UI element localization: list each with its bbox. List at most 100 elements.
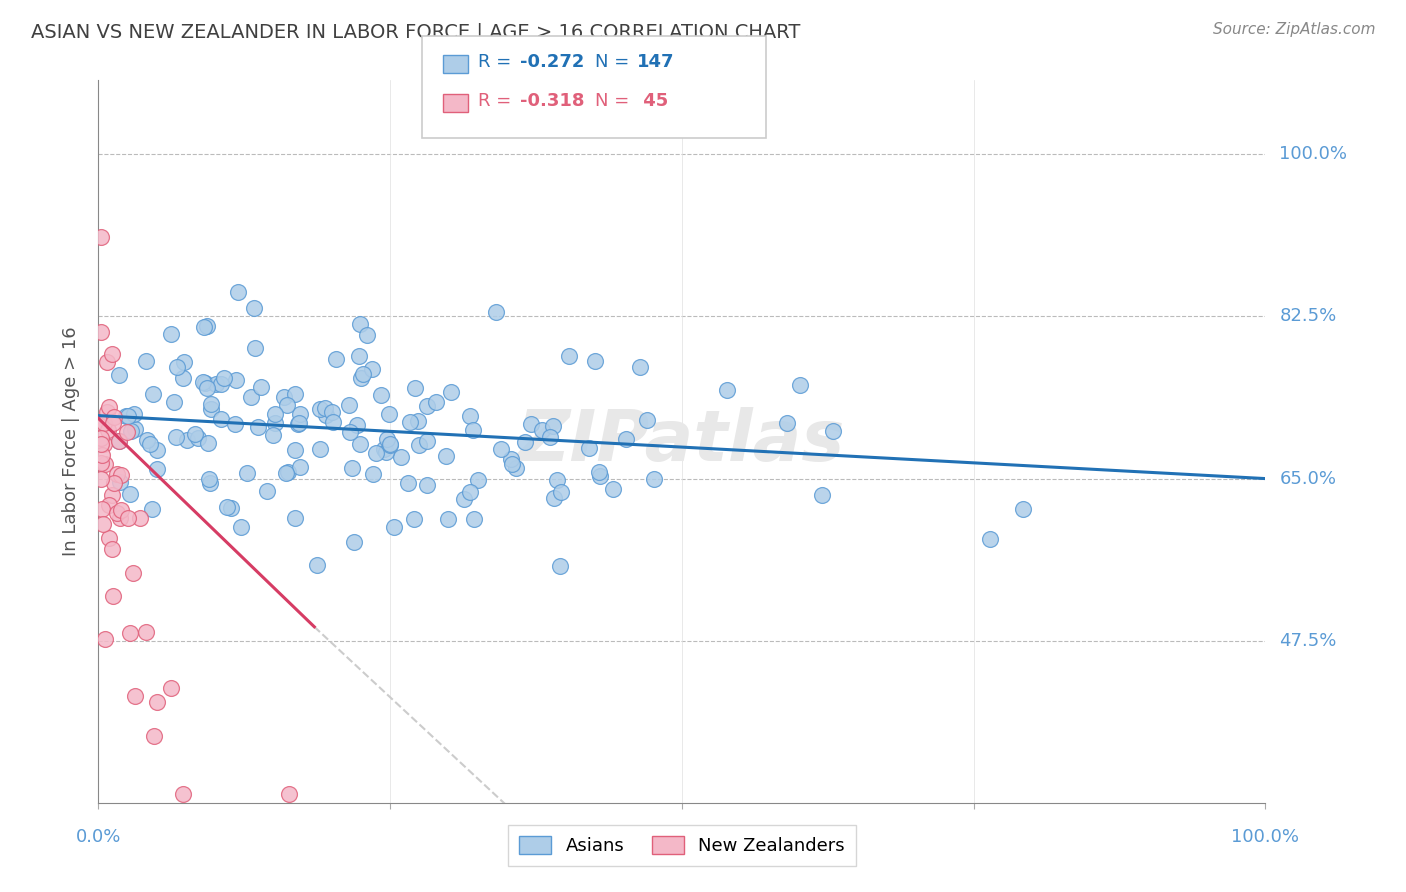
Point xyxy=(408,438,430,452)
Point xyxy=(120,626,142,640)
Point xyxy=(288,416,311,430)
Point xyxy=(90,502,112,516)
Text: 100.0%: 100.0% xyxy=(1279,145,1347,163)
Point xyxy=(91,516,114,531)
Point xyxy=(339,398,361,412)
Point xyxy=(361,467,384,481)
Text: ZIPatlas: ZIPatlas xyxy=(519,407,845,476)
Point xyxy=(408,414,430,428)
Point xyxy=(546,473,568,487)
Point xyxy=(578,442,600,456)
Point xyxy=(243,341,266,355)
Text: 100.0%: 100.0% xyxy=(1232,828,1299,846)
Point xyxy=(589,469,612,483)
Point xyxy=(378,437,401,451)
Point xyxy=(380,438,402,452)
Point xyxy=(110,468,132,483)
Text: ASIAN VS NEW ZEALANDER IN LABOR FORCE | AGE > 16 CORRELATION CHART: ASIAN VS NEW ZEALANDER IN LABOR FORCE | … xyxy=(31,22,800,42)
Point xyxy=(96,354,118,368)
Point xyxy=(90,416,112,430)
Point xyxy=(176,433,198,447)
Point xyxy=(467,473,489,487)
Point xyxy=(308,401,330,416)
Point xyxy=(187,431,209,445)
Point xyxy=(165,430,187,444)
Point xyxy=(122,566,145,580)
Point xyxy=(437,512,460,526)
Point xyxy=(315,408,337,422)
Point xyxy=(339,425,361,439)
Point xyxy=(108,475,131,490)
Point xyxy=(146,442,169,457)
Point xyxy=(124,422,146,436)
Point xyxy=(378,407,401,421)
Point xyxy=(166,359,188,374)
Point xyxy=(375,432,398,446)
Point xyxy=(515,435,537,450)
Point xyxy=(94,632,117,646)
Point xyxy=(256,483,278,498)
Point xyxy=(124,689,146,703)
Point xyxy=(243,301,266,316)
Point xyxy=(347,349,370,363)
Point xyxy=(485,305,508,319)
Point xyxy=(214,371,236,385)
Text: 65.0%: 65.0% xyxy=(1279,469,1336,488)
Point xyxy=(789,378,811,392)
Point xyxy=(264,407,287,421)
Point xyxy=(90,437,112,451)
Point xyxy=(305,558,328,572)
Point xyxy=(288,460,311,475)
Point xyxy=(398,415,420,429)
Point xyxy=(219,500,242,515)
Point xyxy=(146,461,169,475)
Point xyxy=(416,477,439,491)
Point xyxy=(90,431,112,445)
Point xyxy=(415,399,437,413)
Point xyxy=(404,512,426,526)
Text: R =: R = xyxy=(478,54,517,71)
Text: N =: N = xyxy=(595,54,634,71)
Point xyxy=(979,532,1001,546)
Point xyxy=(231,520,253,534)
Point xyxy=(117,511,139,525)
Point xyxy=(489,442,512,456)
Point xyxy=(583,354,606,368)
Point xyxy=(247,420,270,434)
Point xyxy=(716,383,738,397)
Point xyxy=(505,460,527,475)
Point xyxy=(134,353,156,368)
Point xyxy=(97,401,120,415)
Point xyxy=(284,386,307,401)
Text: N =: N = xyxy=(595,92,634,110)
Point xyxy=(262,428,284,442)
Point xyxy=(103,475,125,490)
Point xyxy=(200,401,222,416)
Point xyxy=(138,437,160,451)
Point xyxy=(463,512,485,526)
Point xyxy=(349,436,371,450)
Point xyxy=(197,436,219,450)
Point xyxy=(239,390,262,404)
Point xyxy=(108,368,131,382)
Point xyxy=(225,374,247,388)
Point xyxy=(200,476,222,491)
Point xyxy=(90,448,112,462)
Point xyxy=(776,417,799,431)
Legend: Asians, New Zealanders: Asians, New Zealanders xyxy=(508,825,856,866)
Point xyxy=(274,466,297,480)
Point xyxy=(352,367,374,381)
Point xyxy=(197,318,219,333)
Point xyxy=(117,409,139,424)
Point xyxy=(108,434,131,448)
Point xyxy=(415,434,437,449)
Point xyxy=(200,397,222,411)
Point xyxy=(538,430,561,444)
Point xyxy=(823,424,845,438)
Point xyxy=(194,376,217,390)
Point xyxy=(114,409,136,424)
Point xyxy=(322,415,344,429)
Point xyxy=(103,409,125,424)
Point xyxy=(108,434,131,448)
Point xyxy=(122,407,145,421)
